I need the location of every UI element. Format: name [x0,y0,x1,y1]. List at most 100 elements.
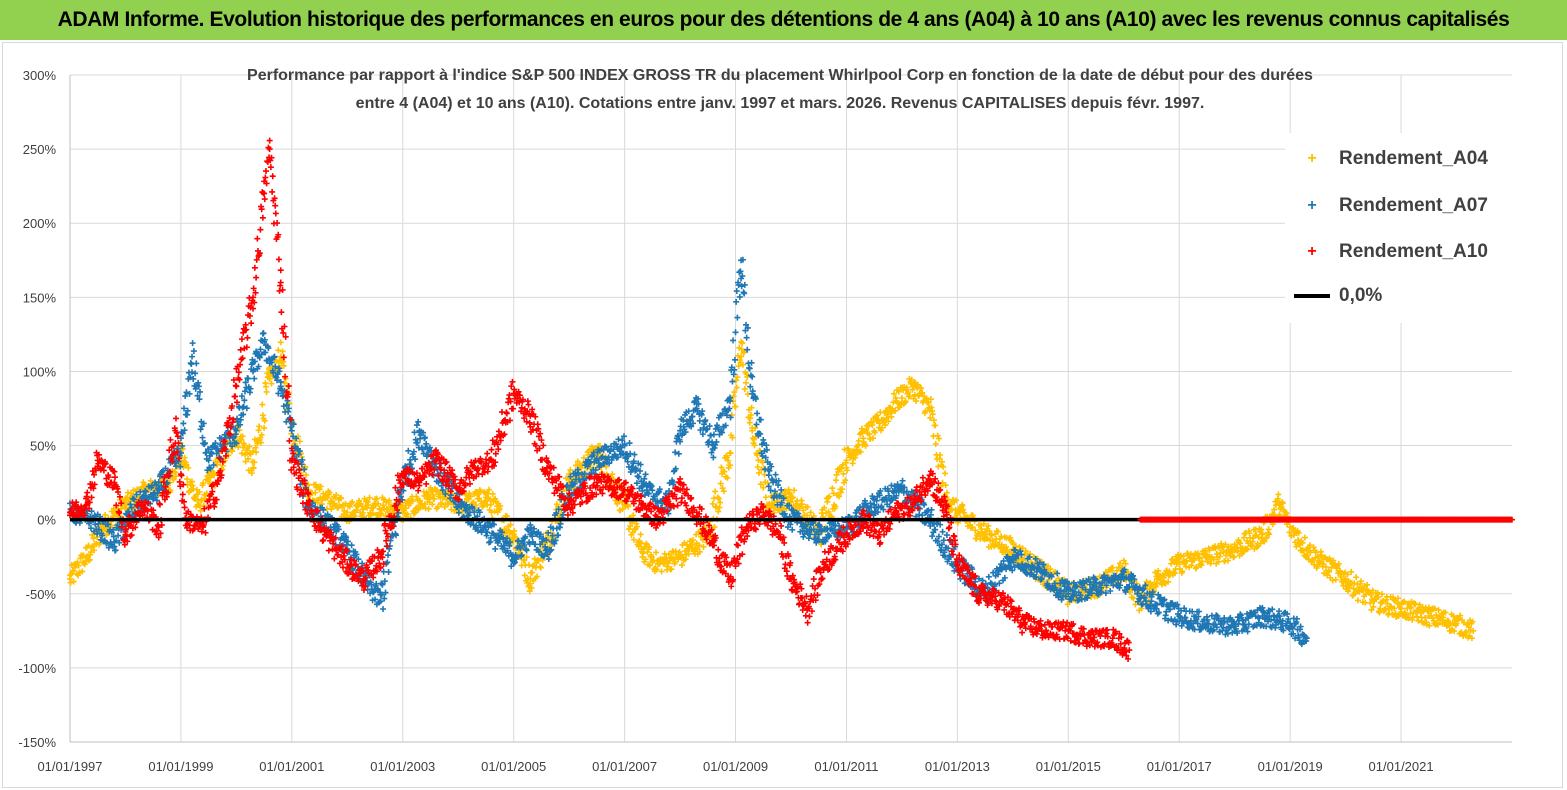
data-point [497,502,504,509]
data-point [172,473,179,480]
data-point [629,529,636,536]
data-point [732,403,739,410]
data-point [409,498,416,505]
data-point [353,507,360,514]
data-point [832,503,839,510]
data-point [736,293,743,300]
data-point [185,464,192,471]
data-point [279,348,286,355]
data-point [638,539,645,546]
data-point [373,495,380,502]
data-point [251,375,258,382]
data-point [653,566,660,573]
data-point [646,544,653,551]
data-point [869,422,876,429]
data-point [755,469,762,476]
data-point [246,443,253,450]
data-point [800,507,807,514]
data-point [748,404,755,411]
data-point [922,408,929,415]
data-point [84,489,91,496]
data-point [567,467,574,474]
data-point [935,533,942,540]
data-point [257,226,264,233]
data-point [825,508,832,515]
data-point [746,365,753,372]
data-point [189,353,196,360]
data-point [341,507,348,514]
data-point [86,556,93,563]
data-point [799,501,806,508]
data-point [786,489,793,496]
data-point [929,411,936,418]
data-point [630,536,637,543]
data-point [375,500,382,507]
data-point [724,474,731,481]
data-point [913,398,920,405]
y-tick-label: 150% [23,290,57,305]
data-point [826,493,833,500]
data-point [804,504,811,511]
data-point [696,548,703,555]
data-point [189,340,196,347]
data-point [288,427,295,434]
x-tick-label: 01/01/2007 [592,759,657,774]
data-point [247,451,254,458]
data-point [942,482,949,489]
data-point [507,521,514,528]
data-point [262,168,269,175]
data-point [276,287,283,294]
y-tick-label: 250% [23,142,57,157]
data-point [830,490,837,497]
data-point [733,377,740,384]
data-point [716,504,723,511]
data-point [380,605,387,612]
data-point [738,283,745,290]
data-point [609,471,616,478]
data-point [281,379,288,386]
y-tick-label: 300% [23,68,57,83]
data-point [528,584,535,591]
data-point [415,418,422,425]
data-point [202,529,209,536]
data-point [733,288,740,295]
data-point [642,471,649,478]
y-tick-label: -100% [18,661,56,676]
data-point [200,480,207,487]
data-point [619,505,626,512]
data-point [646,562,653,569]
data-point [707,432,714,439]
data-point [521,557,528,564]
data-point [262,174,269,181]
data-point [258,439,265,446]
x-tick-label: 01/01/2017 [1147,759,1212,774]
data-point [633,523,640,530]
data-point [603,463,610,470]
data-point [903,384,910,391]
data-point [275,347,282,354]
data-point [244,334,251,341]
data-point [791,487,798,494]
data-point [521,572,528,579]
data-point [248,470,255,477]
data-point [203,490,210,497]
data-point [274,220,281,227]
data-point [735,363,742,370]
data-point [804,512,811,519]
data-point [833,471,840,478]
data-point [277,339,284,346]
data-point [415,505,422,512]
data-point [753,421,760,428]
x-axis-ticks: 01/01/1997 01/01/1999 01/01/2001 01/01/2003… [37,759,1433,774]
data-point [930,417,937,424]
data-point [836,493,843,500]
data-point [272,210,279,217]
data-point [256,423,263,430]
header-band [0,0,1567,40]
data-point [261,417,268,424]
data-point [696,542,703,549]
data-point [239,355,246,362]
data-point [238,356,245,363]
data-point [384,552,391,559]
data-point [491,508,498,515]
